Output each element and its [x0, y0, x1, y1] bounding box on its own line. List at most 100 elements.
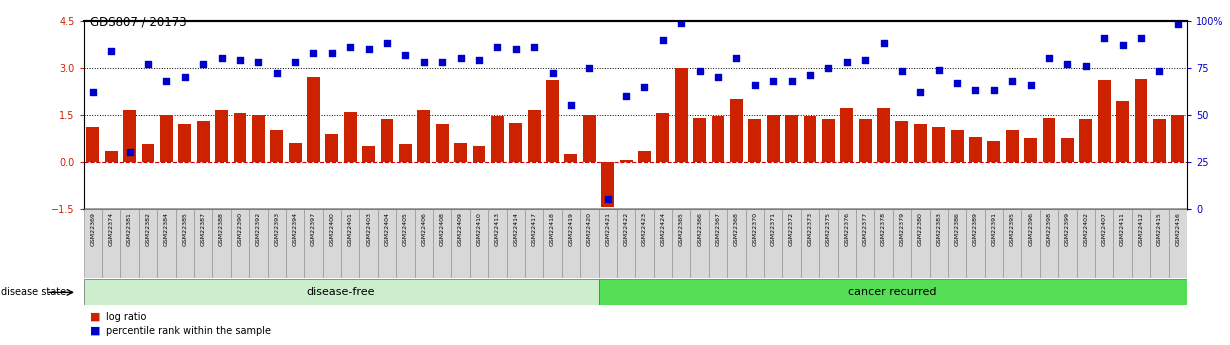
Text: GSM22396: GSM22396: [1028, 212, 1033, 246]
Bar: [326, 134, 338, 162]
Bar: [215, 110, 228, 162]
Point: [892, 69, 911, 74]
Point: [635, 84, 654, 89]
Text: GSM22368: GSM22368: [734, 212, 739, 246]
Bar: [472, 146, 486, 162]
Text: GSM22394: GSM22394: [293, 212, 298, 246]
Bar: [1132, 209, 1150, 278]
Text: GSM22392: GSM22392: [256, 212, 261, 246]
Bar: [672, 209, 690, 278]
Text: GSM22372: GSM22372: [790, 212, 795, 246]
Text: GSM22422: GSM22422: [624, 212, 629, 246]
Bar: [454, 143, 467, 162]
Bar: [895, 121, 909, 162]
Bar: [1025, 138, 1037, 162]
Point: [359, 46, 379, 52]
Point: [487, 44, 507, 50]
Point: [966, 88, 985, 93]
Bar: [822, 119, 835, 162]
Bar: [635, 209, 653, 278]
Bar: [801, 209, 819, 278]
Bar: [86, 127, 100, 162]
Text: GSM22419: GSM22419: [568, 212, 573, 246]
Text: GSM22374: GSM22374: [108, 212, 113, 246]
Point: [1095, 35, 1114, 40]
Bar: [653, 209, 672, 278]
Bar: [1043, 118, 1055, 162]
Bar: [1171, 115, 1184, 162]
Text: GSM22367: GSM22367: [716, 212, 721, 246]
Bar: [620, 160, 632, 162]
Bar: [638, 151, 651, 162]
Bar: [1168, 209, 1187, 278]
Bar: [1153, 119, 1166, 162]
Bar: [985, 209, 1002, 278]
Point: [801, 72, 820, 78]
Text: GSM22405: GSM22405: [403, 212, 408, 246]
Bar: [690, 209, 708, 278]
Point: [1076, 63, 1096, 69]
Text: GSM22373: GSM22373: [807, 212, 813, 246]
Bar: [417, 110, 430, 162]
Point: [193, 61, 213, 67]
Text: GSM22379: GSM22379: [899, 212, 904, 246]
Bar: [932, 127, 945, 162]
Bar: [525, 209, 544, 278]
Bar: [234, 113, 246, 162]
Bar: [378, 209, 396, 278]
Bar: [285, 209, 304, 278]
Bar: [803, 116, 817, 162]
Bar: [160, 115, 173, 162]
Point: [873, 40, 893, 46]
Bar: [507, 209, 525, 278]
Point: [782, 78, 802, 83]
Text: GSM22413: GSM22413: [494, 212, 499, 246]
Bar: [729, 99, 743, 162]
Point: [708, 75, 728, 80]
Point: [542, 71, 562, 76]
Text: GSM22424: GSM22424: [661, 212, 665, 246]
Text: GSM22404: GSM22404: [385, 212, 390, 246]
Bar: [599, 209, 617, 278]
Bar: [856, 209, 875, 278]
Text: cancer recurred: cancer recurred: [849, 287, 937, 297]
Point: [1113, 42, 1133, 48]
Text: GSM22369: GSM22369: [90, 212, 96, 246]
Point: [727, 56, 747, 61]
Text: GDS807 / 20173: GDS807 / 20173: [90, 16, 187, 29]
Bar: [322, 209, 341, 278]
Bar: [341, 209, 359, 278]
Text: GSM22414: GSM22414: [513, 212, 518, 246]
Bar: [914, 124, 926, 162]
Bar: [289, 143, 301, 162]
Point: [561, 102, 581, 108]
Text: GSM22378: GSM22378: [881, 212, 886, 246]
Point: [82, 89, 102, 95]
Bar: [102, 209, 121, 278]
Bar: [213, 209, 231, 278]
Bar: [1134, 79, 1148, 162]
Bar: [178, 124, 191, 162]
Point: [947, 80, 967, 86]
Bar: [930, 209, 948, 278]
Bar: [1061, 138, 1074, 162]
Point: [1132, 35, 1151, 40]
Bar: [470, 209, 488, 278]
Bar: [583, 115, 595, 162]
Text: GSM22423: GSM22423: [642, 212, 647, 246]
Text: GSM22365: GSM22365: [679, 212, 684, 246]
Bar: [838, 209, 856, 278]
Text: GSM22409: GSM22409: [458, 212, 464, 246]
Bar: [1006, 130, 1018, 162]
Point: [1058, 61, 1077, 67]
Text: GSM22383: GSM22383: [936, 212, 941, 246]
Bar: [267, 209, 285, 278]
Text: GSM22389: GSM22389: [973, 212, 978, 246]
Bar: [875, 209, 893, 278]
Bar: [893, 209, 911, 278]
Text: GSM22421: GSM22421: [605, 212, 610, 246]
Point: [101, 48, 121, 53]
Bar: [911, 209, 930, 278]
Bar: [877, 108, 891, 162]
Point: [1150, 69, 1170, 74]
